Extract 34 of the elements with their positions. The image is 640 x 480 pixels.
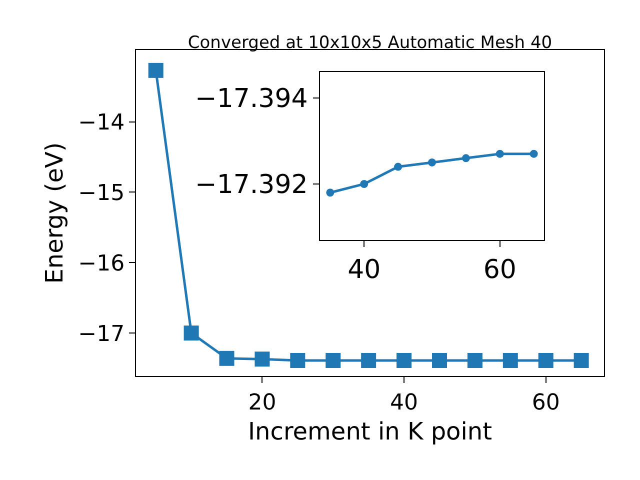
point [574, 353, 589, 368]
x-tick-label: 40 [390, 390, 418, 416]
point [467, 353, 482, 368]
x-tick-label: 40 [348, 255, 381, 286]
y-axis-title: Energy (eV) [40, 142, 68, 284]
point [148, 62, 164, 78]
point [326, 353, 341, 368]
point [530, 150, 538, 158]
point [502, 353, 518, 368]
x-tick-label: 60 [483, 255, 516, 286]
y-tick-label: −17.394 [195, 84, 308, 114]
point [254, 352, 270, 367]
chart-title: Converged at 10x10x5 Automatic Mesh 40 [188, 32, 552, 53]
y-tick-label: −15 [78, 180, 125, 206]
x-axis-title: Increment in K point [248, 418, 492, 446]
point [538, 353, 554, 368]
y-tick-label: −14 [78, 110, 125, 136]
point [394, 162, 402, 171]
point [428, 158, 436, 166]
point [396, 353, 412, 368]
point [326, 188, 334, 197]
point [219, 350, 234, 366]
x-tick-label: 60 [532, 390, 560, 416]
y-tick-label: −16 [78, 251, 125, 276]
y-tick-label: −17 [78, 322, 125, 347]
point [290, 353, 306, 368]
point [462, 154, 470, 162]
point [496, 150, 504, 158]
point [184, 326, 199, 341]
y-tick-label: −17.392 [195, 170, 308, 200]
point [361, 353, 376, 368]
point [432, 353, 447, 368]
x-tick-label: 20 [248, 390, 276, 416]
point [360, 180, 368, 188]
